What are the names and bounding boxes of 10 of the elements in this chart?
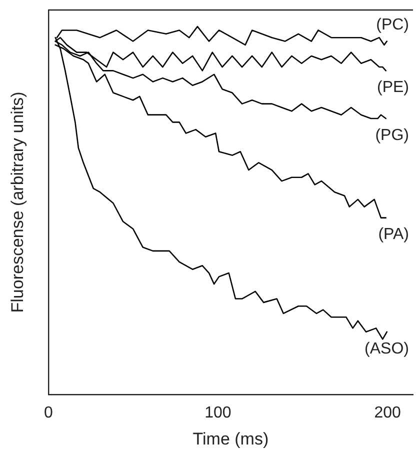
x-axis-title: Time (ms) xyxy=(192,429,269,448)
series-label: (ASO) xyxy=(364,340,409,358)
series-label: (PE) xyxy=(377,79,409,96)
series-label: (PG) xyxy=(375,126,409,144)
x-tick-label: 200 xyxy=(374,404,402,422)
x-tick-label: 0 xyxy=(44,404,53,422)
y-axis-title: Fluorescense (arbitrary units) xyxy=(8,92,27,313)
x-tick-label: 100 xyxy=(204,404,232,422)
series-label: (PA) xyxy=(378,226,409,244)
series-label: (PC) xyxy=(376,16,409,34)
